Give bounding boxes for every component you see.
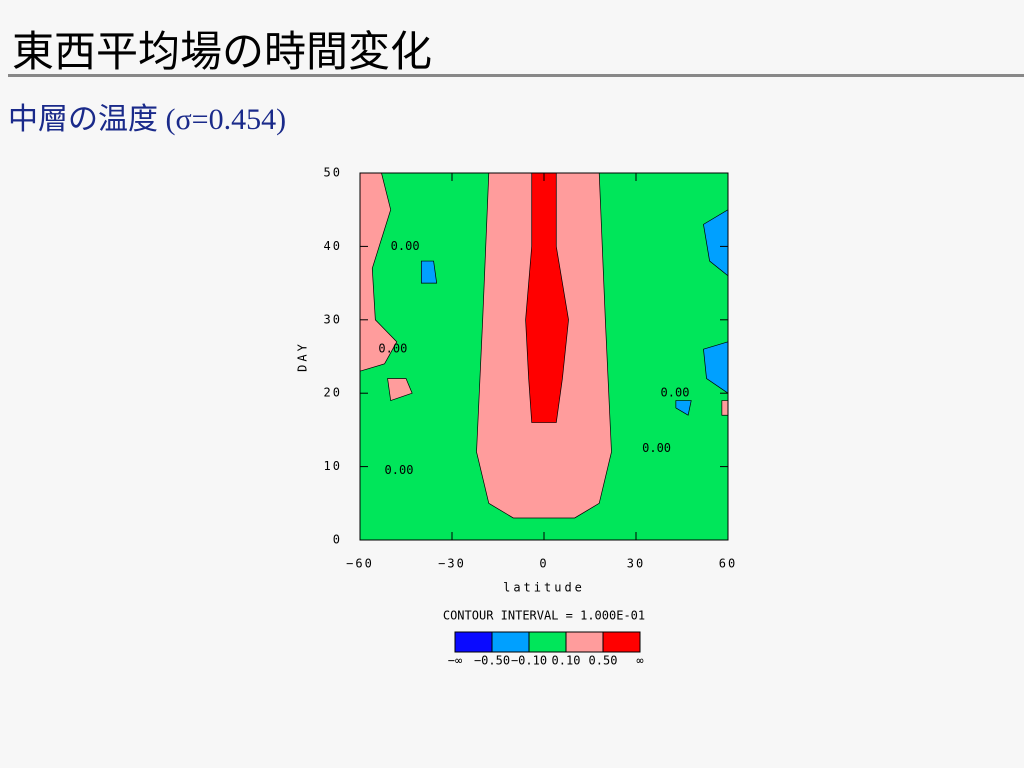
slide-title: 東西平均場の時間変化 — [12, 27, 433, 76]
contour-label: 0.00 — [385, 463, 414, 477]
y-tick-label: 10 — [324, 459, 342, 473]
y-axis-label: DAY — [296, 341, 310, 372]
x-tick-label: 30 — [627, 557, 645, 571]
y-tick-label: 50 — [324, 166, 342, 180]
x-tick-label: 60 — [719, 557, 737, 571]
colorbar-label: 0.10 — [552, 654, 581, 668]
contour-region — [420, 260, 438, 284]
colorbar-box — [491, 631, 530, 653]
y-tick-label: 30 — [324, 312, 342, 326]
contour-region — [359, 172, 398, 372]
colorbar-label: −∞ — [448, 654, 462, 668]
x-tick-label: 0 — [539, 557, 548, 571]
y-tick-label: 0 — [333, 533, 342, 547]
colorbar-label: −0.50 — [474, 654, 510, 668]
contour-label: 0.00 — [661, 386, 690, 400]
y-tick-label: 20 — [324, 386, 342, 400]
contour-region — [387, 378, 413, 402]
colorbar-box — [528, 631, 567, 653]
slide-subtitle: 中層の温度 (σ=0.454) — [8, 103, 287, 136]
contour-label: 0.00 — [378, 342, 407, 356]
contour-region — [675, 400, 692, 416]
colorbar-box — [602, 631, 641, 653]
colorbar-box — [565, 631, 604, 653]
title-rule — [8, 74, 1024, 77]
x-axis-label: latitude — [503, 581, 585, 595]
colorbar-label: 0.50 — [589, 654, 618, 668]
contour-note: CONTOUR INTERVAL = 1.000E-01 — [443, 609, 645, 623]
y-tick-label: 40 — [324, 239, 342, 253]
x-tick-label: −30 — [438, 557, 466, 571]
x-tick-label: −60 — [346, 557, 374, 571]
contour-region — [721, 400, 729, 416]
colorbar-label: ∞ — [636, 654, 643, 668]
contour-label: 0.00 — [391, 239, 420, 253]
contour-label: 0.00 — [642, 441, 671, 455]
colorbar-label: −0.10 — [511, 654, 547, 668]
colorbar-box — [454, 631, 493, 653]
